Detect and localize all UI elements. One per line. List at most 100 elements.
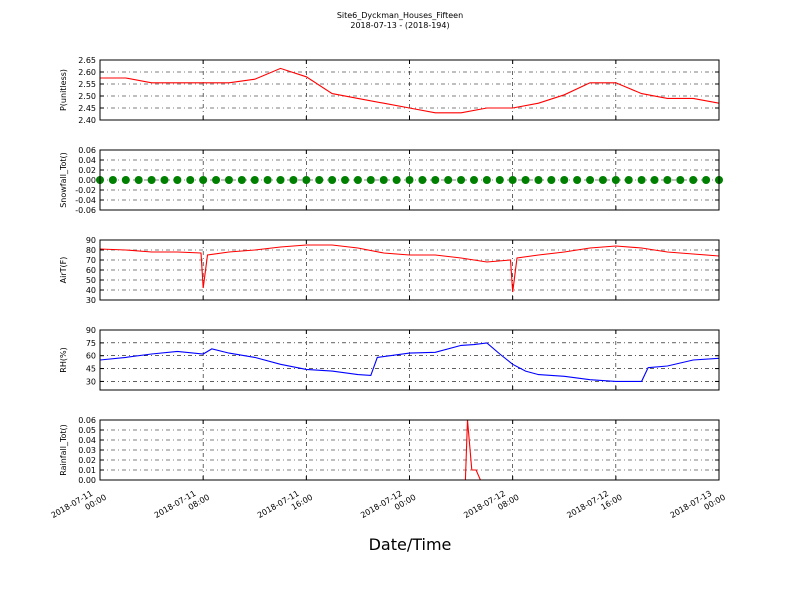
x-tick-label: 2018-07-1100:00 <box>50 484 108 529</box>
data-point <box>173 176 182 184</box>
y-tick-label: 60 <box>86 352 96 361</box>
y-tick-label: -0.04 <box>75 196 96 205</box>
y-tick-label: 0.06 <box>78 416 96 425</box>
y-tick-label: 2.65 <box>78 56 96 65</box>
y-tick-label: 40 <box>86 286 96 295</box>
data-point <box>624 176 633 184</box>
data-point <box>573 176 582 184</box>
plot-frame <box>99 419 720 481</box>
plot-frame <box>99 329 720 391</box>
plot-frame <box>99 239 720 301</box>
y-tick-label: -0.02 <box>75 186 96 195</box>
data-point <box>702 176 711 184</box>
data-point <box>315 176 324 184</box>
chart-subtitle: 2018-07-13 - (2018-194) <box>350 21 449 30</box>
y-tick-label: 0.06 <box>78 146 96 155</box>
y-tick-label: 60 <box>86 266 96 275</box>
data-point <box>482 176 491 184</box>
y-axis-label: Snowfall_Tot() <box>59 152 68 208</box>
y-tick-label: 0.01 <box>78 466 96 475</box>
data-point <box>534 176 543 184</box>
y-tick-label: 2.60 <box>78 68 96 77</box>
data-point <box>689 176 698 184</box>
y-tick-label: -0.06 <box>75 206 96 215</box>
data-point <box>676 176 685 184</box>
y-tick-label: 0.02 <box>78 456 96 465</box>
y-tick-label: 2.45 <box>78 104 96 113</box>
y-tick-label: 50 <box>86 276 96 285</box>
y-tick-label: 0.04 <box>78 156 96 165</box>
data-point <box>134 176 143 184</box>
y-axis-label: Rainfall_Tot() <box>59 424 68 476</box>
data-point <box>199 176 208 184</box>
data-point <box>431 176 440 184</box>
y-axis-label: RH(%) <box>59 347 68 372</box>
data-point <box>637 176 646 184</box>
x-tick-label: 2018-07-1116:00 <box>256 484 314 529</box>
y-tick-label: 30 <box>86 296 96 305</box>
data-point <box>289 176 298 184</box>
y-tick-label: 75 <box>86 339 96 348</box>
data-point <box>611 176 620 184</box>
data-point <box>121 176 130 184</box>
data-point <box>469 176 478 184</box>
y-axis-label: P(unitless) <box>59 69 68 111</box>
data-point <box>508 176 517 184</box>
data-point <box>224 176 233 184</box>
data-point <box>392 176 401 184</box>
data-point <box>237 176 246 184</box>
y-tick-label: 0.00 <box>78 176 96 185</box>
data-point <box>276 176 285 184</box>
data-point <box>650 176 659 184</box>
data-point <box>328 176 337 184</box>
y-tick-label: 90 <box>86 326 96 335</box>
data-point <box>663 176 672 184</box>
data-point <box>353 176 362 184</box>
data-line <box>99 244 720 293</box>
y-tick-label: 0.04 <box>78 436 96 445</box>
y-axis-label: AirT(F) <box>59 257 68 284</box>
data-point <box>341 176 350 184</box>
chart-title: Site6_Dyckman_Houses_Fifteen <box>337 11 463 20</box>
data-point <box>302 176 311 184</box>
data-point <box>379 176 388 184</box>
data-line <box>99 342 720 382</box>
data-point <box>560 176 569 184</box>
data-point <box>547 176 556 184</box>
x-tick-label: 2018-07-1300:00 <box>669 484 727 529</box>
y-tick-label: 30 <box>86 377 96 386</box>
y-tick-label: 2.40 <box>78 116 96 125</box>
plot-frame <box>99 149 720 211</box>
data-point <box>263 176 272 184</box>
data-point <box>444 176 453 184</box>
data-point <box>586 176 595 184</box>
plot-frame <box>99 59 720 121</box>
data-point <box>457 176 466 184</box>
data-point <box>598 176 607 184</box>
y-tick-label: 0.03 <box>78 446 96 455</box>
data-point <box>160 176 169 184</box>
y-tick-label: 45 <box>86 365 96 374</box>
data-line <box>100 67 720 114</box>
y-tick-label: 2.55 <box>78 80 96 89</box>
y-tick-label: 2.50 <box>78 92 96 101</box>
x-axis-label: Date/Time <box>369 535 452 554</box>
data-point <box>212 176 221 184</box>
y-tick-label: 0.05 <box>78 426 96 435</box>
y-tick-label: 70 <box>86 256 96 265</box>
data-point <box>250 176 259 184</box>
data-point <box>108 176 117 184</box>
data-point <box>495 176 504 184</box>
y-tick-label: 0.02 <box>78 166 96 175</box>
x-tick-label: 2018-07-1208:00 <box>462 484 520 529</box>
data-point <box>186 176 195 184</box>
y-tick-label: 90 <box>86 236 96 245</box>
data-point <box>521 176 530 184</box>
y-tick-label: 80 <box>86 246 96 255</box>
x-tick-label: 2018-07-1216:00 <box>565 484 623 529</box>
data-point <box>366 176 375 184</box>
data-point <box>405 176 414 184</box>
data-point <box>418 176 427 184</box>
x-tick-label: 2018-07-1200:00 <box>359 484 417 529</box>
